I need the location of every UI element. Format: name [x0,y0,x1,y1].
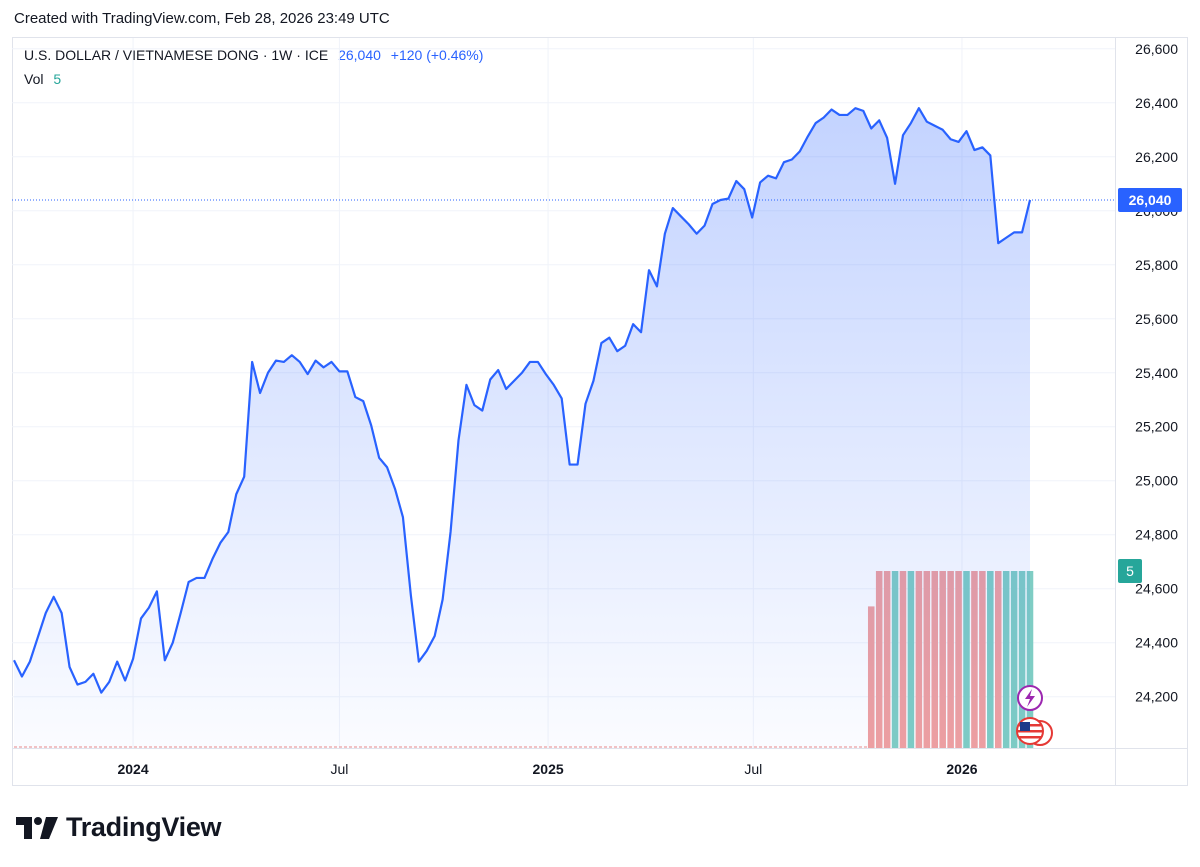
tradingview-wordmark: TradingView [66,812,222,842]
axis-badges: 26,040 5 [1118,187,1182,583]
volume-badge: 5 [1118,559,1142,583]
exchange-label: ICE [304,47,329,63]
price-chart[interactable]: 24,200 24,400 24,600 24,800 25,000 25,200 25,4… [0,0,1200,800]
price-badge-text: 26,040 [1129,192,1172,208]
chart-frame [12,37,1188,786]
volume-badge-text: 5 [1126,563,1134,579]
legend-separator: · [296,47,305,63]
volume-value: 5 [53,71,62,87]
price-tick-label: 26,600 [1135,41,1178,57]
legend-separator: · [262,47,272,63]
price-tick-label: 24,800 [1135,527,1178,543]
us-flag-icon[interactable] [1016,717,1053,746]
price-area [12,107,1115,748]
price-line [13,107,1032,694]
symbol-legend[interactable]: U.S. DOLLAR / VIETNAMESE DONG · 1W · ICE… [24,47,483,63]
time-tick-label: 2026 [946,761,977,777]
time-tick-label: Jul [744,761,762,777]
lightning-event-icon[interactable] [1017,685,1043,711]
price-tick-label: 24,400 [1135,635,1178,651]
price-tick-label: 24,200 [1135,689,1178,705]
price-tick-label: 25,400 [1135,365,1178,381]
price-tick-label: 26,200 [1135,149,1178,165]
tradingview-logo[interactable]: TradingView [16,812,222,843]
price-tick-label: 26,400 [1135,95,1178,111]
price-tick-label: 25,600 [1135,311,1178,327]
symbol-name: U.S. DOLLAR / VIETNAMESE DONG [24,47,259,63]
time-tick-label: 2025 [533,761,564,777]
chart-caption: Created with TradingView.com, Feb 28, 20… [14,10,390,27]
price-badge: 26,040 [1118,187,1182,212]
volume-legend[interactable]: Vol 5 [24,71,61,87]
price-tick-label: 25,000 [1135,473,1178,489]
tradingview-logo-icon [16,816,58,839]
volume-label: Vol [24,71,44,87]
time-tick-label: 2024 [117,761,148,777]
interval-label: 1W [271,47,293,63]
price-tick-label: 25,800 [1135,257,1178,273]
time-axis[interactable]: 2024 Jul 2025 Jul 2026 [117,761,977,777]
price-tick-label: 25,200 [1135,419,1178,435]
price-change: +120 (+0.46%) [390,47,484,63]
area-fill [14,108,1030,748]
time-tick-label: Jul [330,761,348,777]
last-price: 26,040 [338,47,381,63]
price-axis[interactable]: 24,200 24,400 24,600 24,800 25,000 25,200 25,4… [1135,41,1178,705]
price-tick-label: 24,600 [1135,581,1178,597]
